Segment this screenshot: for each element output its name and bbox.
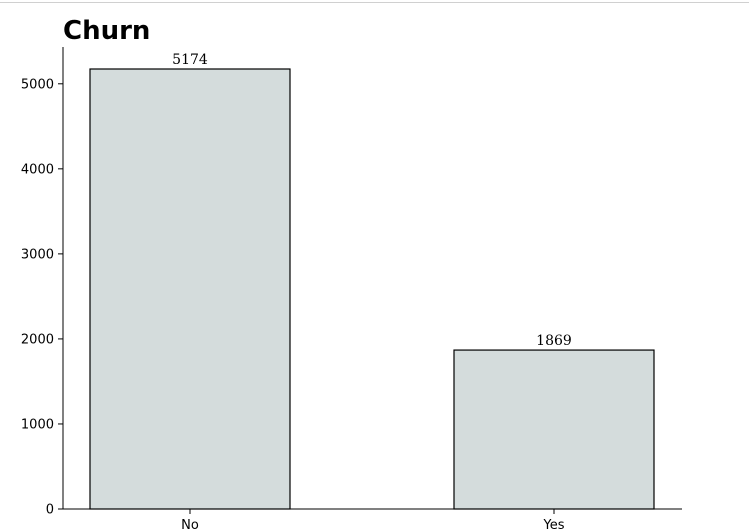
axes-group — [62, 47, 682, 510]
y-tick-label: 5000 — [21, 77, 54, 92]
bar-no — [89, 68, 291, 510]
x-tick-label: Yes — [543, 518, 565, 530]
x-tick-label: No — [181, 518, 199, 530]
chart-title: Churn — [63, 16, 150, 46]
y-tick-label: 4000 — [21, 162, 54, 177]
y-tick-label: 0 — [46, 503, 54, 518]
bar-yes — [453, 349, 655, 510]
y-tick-label: 2000 — [21, 332, 54, 347]
ticks-group: 0 1000 2000 3000 4000 5000 No Yes — [21, 77, 565, 530]
top-border — [0, 2, 749, 3]
y-tick-label: 1000 — [21, 417, 54, 432]
data-label-yes: 1869 — [536, 333, 572, 349]
data-label-no: 5174 — [172, 52, 208, 68]
bars-group — [89, 68, 655, 510]
y-tick-label: 3000 — [21, 247, 54, 262]
data-labels-group: 5174 1869 — [172, 52, 572, 349]
